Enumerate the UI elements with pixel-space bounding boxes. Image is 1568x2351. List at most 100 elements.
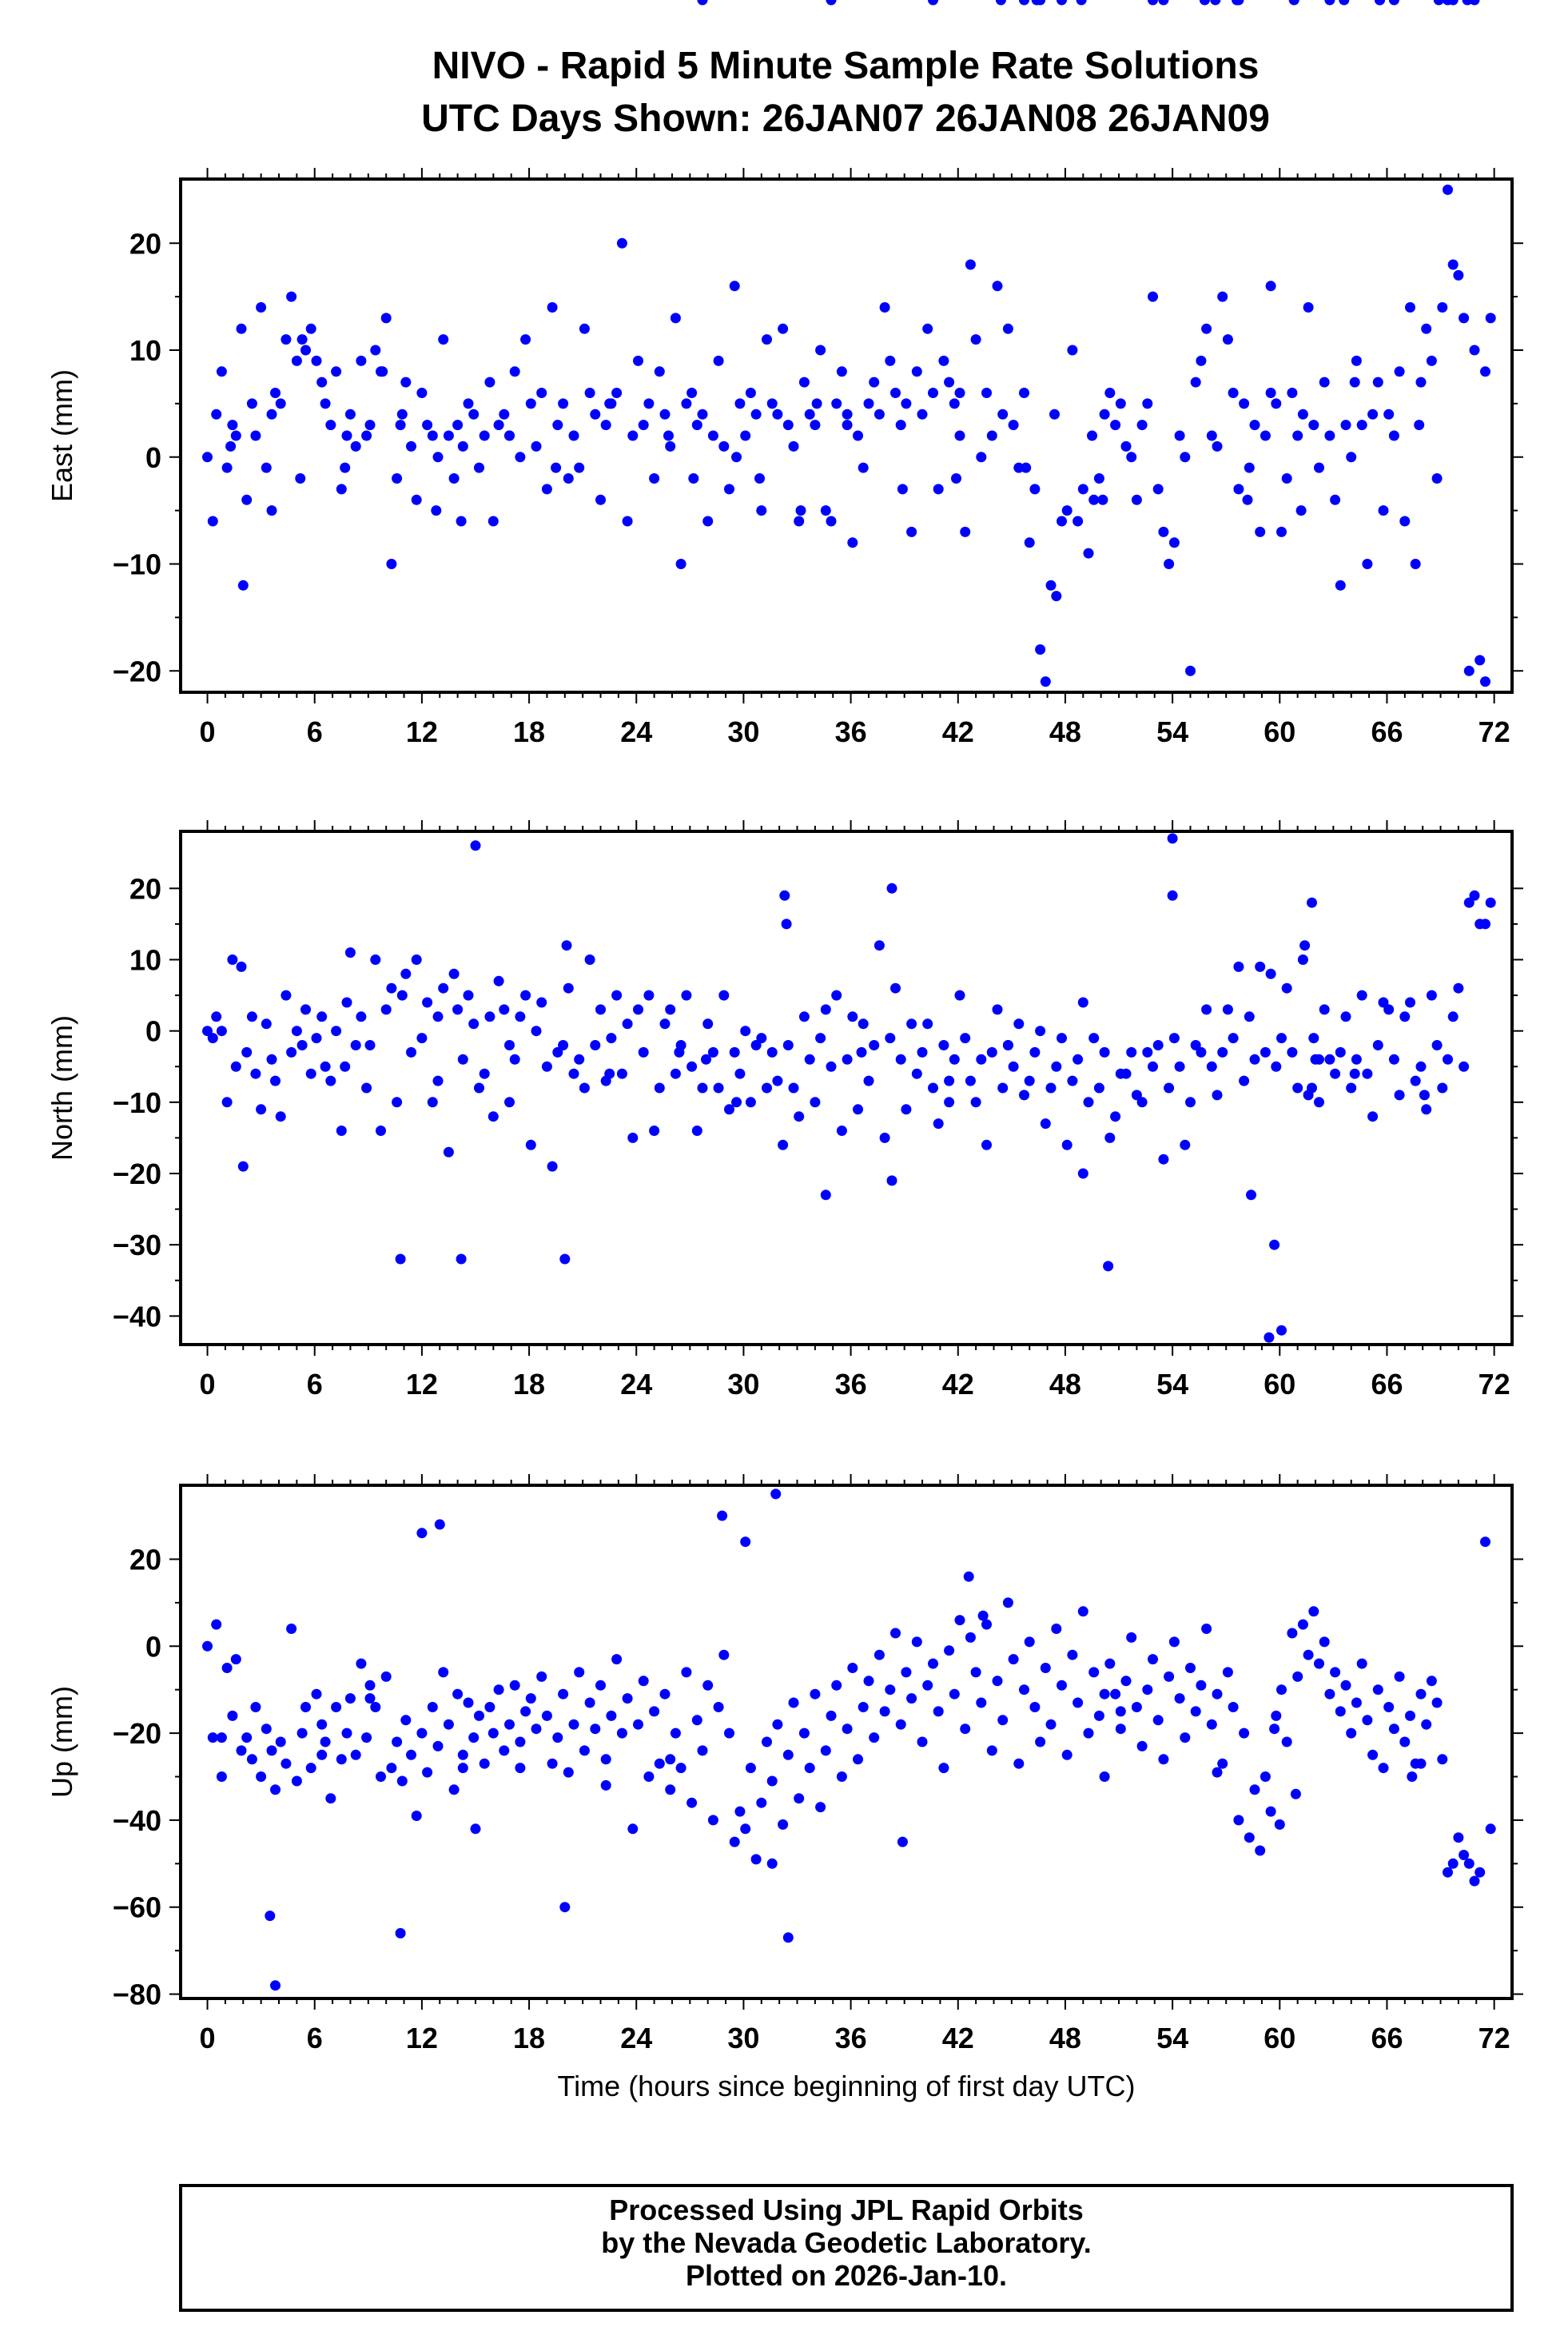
data-point [826, 0, 837, 6]
data-point [1324, 430, 1335, 441]
data-point [600, 420, 611, 431]
data-point [479, 1068, 490, 1079]
data-point [559, 1902, 571, 1913]
data-point [227, 954, 238, 965]
data-point [1394, 1090, 1405, 1101]
north-panel: 0 6 12 18 24 30 36 42 48 54 60 66 72−40−30−20−100102… [46, 0, 1523, 1401]
data-point [906, 1018, 917, 1030]
data-point [325, 1075, 336, 1086]
data-point [1349, 377, 1360, 388]
data-point [1372, 1040, 1383, 1050]
data-point [1239, 1075, 1250, 1086]
data-point [275, 1736, 286, 1747]
x-tick-label: 6 [307, 715, 323, 748]
data-point [432, 1011, 444, 1022]
x-tick-label: 48 [1049, 1368, 1081, 1401]
data-point [659, 1688, 671, 1699]
data-point [1335, 580, 1346, 591]
data-point [1415, 377, 1427, 388]
data-point [659, 408, 671, 420]
data-point [422, 1767, 433, 1778]
data-point [1314, 1658, 1324, 1669]
data-point [906, 1693, 917, 1704]
data-point [842, 420, 853, 431]
data-point [885, 1684, 896, 1696]
data-point [1340, 1680, 1351, 1691]
data-point [1019, 388, 1029, 398]
data-point [416, 388, 428, 398]
data-point [1281, 1736, 1292, 1747]
data-point [1287, 1046, 1298, 1058]
y-axis-title: North (mm) [46, 1015, 78, 1161]
data-point [261, 1018, 272, 1030]
data-point [356, 1011, 367, 1022]
data-point [1013, 462, 1025, 473]
data-point [665, 1784, 676, 1795]
data-point [1246, 1189, 1256, 1201]
data-point [344, 947, 356, 958]
data-point [361, 1732, 372, 1743]
data-point [236, 961, 247, 972]
data-point [1431, 473, 1443, 484]
y-tick-label: 0 [145, 1630, 161, 1663]
data-point [590, 408, 601, 420]
data-point [1021, 462, 1032, 473]
data-point [531, 1026, 542, 1037]
data-point [230, 1061, 241, 1072]
data-point [1013, 1018, 1025, 1030]
data-point [1029, 1046, 1041, 1058]
data-point [729, 1046, 740, 1058]
data-point [702, 1018, 714, 1030]
data-point [954, 430, 965, 441]
data-point [1447, 259, 1459, 270]
data-point [911, 1068, 922, 1079]
plot-frame [179, 830, 1514, 1346]
data-point [1120, 1068, 1132, 1079]
data-point [1196, 1680, 1207, 1691]
data-point [266, 1054, 277, 1065]
data-point [897, 484, 908, 495]
data-point [488, 1111, 499, 1122]
data-point [1426, 1676, 1437, 1687]
data-point [1415, 1688, 1427, 1699]
data-point [1201, 1004, 1212, 1015]
data-point [296, 334, 308, 345]
data-point [1410, 559, 1421, 569]
y-tick-label: 20 [129, 872, 161, 905]
data-point [766, 1775, 778, 1787]
data-point [890, 388, 901, 398]
data-point [1148, 1654, 1158, 1665]
data-point [499, 408, 510, 420]
data-point [702, 1680, 714, 1691]
data-point [1447, 1858, 1459, 1869]
data-point [627, 430, 639, 441]
data-point [1485, 1823, 1496, 1835]
data-point [246, 398, 257, 409]
data-point [1083, 1727, 1094, 1739]
data-point [863, 398, 874, 409]
data-point [1222, 1004, 1233, 1015]
data-point [633, 355, 643, 366]
data-point [633, 1004, 643, 1015]
data-point [697, 1082, 708, 1094]
data-point [707, 1815, 718, 1826]
data-point [515, 1736, 526, 1747]
data-point [933, 1118, 944, 1130]
data-point [724, 1727, 734, 1739]
data-point [638, 1046, 649, 1058]
data-point [1029, 484, 1041, 495]
data-point [670, 313, 681, 324]
data-point [697, 1745, 708, 1756]
data-point [275, 1111, 286, 1122]
data-point [1356, 420, 1367, 431]
data-point [1362, 559, 1373, 569]
data-point [665, 1754, 676, 1765]
data-point [1463, 665, 1474, 676]
data-point [468, 1018, 480, 1030]
data-point [954, 1615, 965, 1626]
data-point [917, 408, 928, 420]
y-axis-title: East (mm) [46, 369, 78, 502]
data-point [928, 1082, 938, 1094]
data-point [1019, 0, 1029, 6]
x-tick-label: 18 [513, 715, 545, 748]
